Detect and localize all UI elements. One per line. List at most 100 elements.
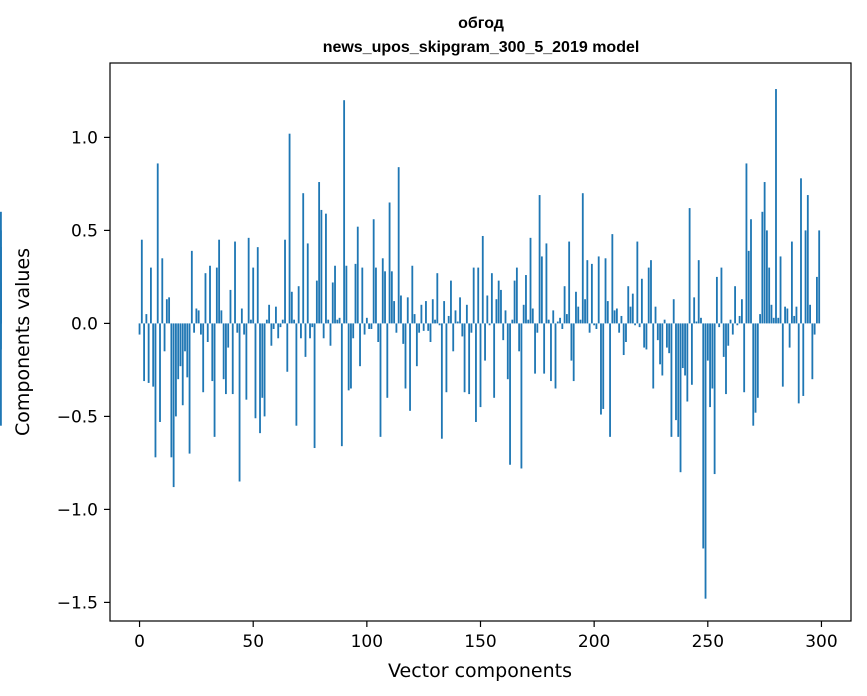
bar-49 <box>250 319 252 324</box>
bar-210 <box>615 308 618 324</box>
bar-299 <box>818 230 821 324</box>
bar-120 <box>411 265 414 324</box>
bar-4 <box>147 323 150 383</box>
bar-224 <box>647 267 650 324</box>
bar-207 <box>609 323 611 437</box>
bar-292 <box>802 323 805 396</box>
bar-6 <box>152 323 155 387</box>
bar-54 <box>261 323 264 398</box>
bar-148 <box>475 323 477 422</box>
bar-78 <box>315 280 318 324</box>
bar-277 <box>768 267 771 324</box>
bar-175 <box>536 323 539 333</box>
bar-170 <box>525 275 527 324</box>
bar-225 <box>650 260 652 324</box>
bar-167 <box>518 323 521 352</box>
bar-194 <box>579 319 582 324</box>
bar-158 <box>497 280 500 324</box>
bar-270 <box>752 323 755 426</box>
bar-205 <box>604 258 607 324</box>
bar-203 <box>600 323 602 415</box>
bar-216 <box>629 306 632 324</box>
bar-106 <box>379 323 382 437</box>
bar-214 <box>625 323 627 342</box>
bar-41 <box>231 323 234 395</box>
bar-206 <box>606 301 609 324</box>
y-tick-label: 1.0 <box>71 128 98 148</box>
bar-204 <box>602 323 605 409</box>
bar-18 <box>179 323 182 367</box>
bar-105 <box>377 323 380 342</box>
bar-1 <box>140 239 143 324</box>
bar-109 <box>386 323 389 398</box>
bar-25 <box>195 308 198 324</box>
bar-184 <box>556 321 559 324</box>
bar-293 <box>804 230 807 324</box>
bar-149 <box>477 267 480 324</box>
bar-126 <box>425 301 427 324</box>
bar-226 <box>652 323 655 389</box>
bar-246 <box>697 260 700 324</box>
bar-156 <box>493 323 496 398</box>
bar-73 <box>304 323 307 357</box>
bar-191 <box>572 323 575 382</box>
bar-30 <box>206 323 209 342</box>
bar-44 <box>238 323 241 482</box>
bar-173 <box>531 308 534 324</box>
bar-159 <box>500 289 502 324</box>
bar-183 <box>554 323 557 389</box>
bar-186 <box>561 323 564 329</box>
chart-title-line-1: обгод <box>458 15 504 32</box>
bar-121 <box>413 314 416 324</box>
bar-114 <box>397 167 400 324</box>
bar-284 <box>784 306 786 324</box>
bar-192 <box>575 291 577 324</box>
bar-197 <box>586 260 589 324</box>
bar-165 <box>513 280 516 324</box>
bar-123 <box>418 323 421 333</box>
bar-171 <box>527 319 530 324</box>
bar-234 <box>670 323 673 437</box>
bar-23 <box>190 250 193 324</box>
bar-146 <box>470 323 473 333</box>
bar-26 <box>197 310 200 324</box>
bar-46 <box>243 323 246 335</box>
bar-248 <box>702 323 705 549</box>
bar-67 <box>290 291 293 324</box>
bar-251 <box>709 323 711 408</box>
bar-39 <box>227 323 230 348</box>
bar-89 <box>340 323 343 447</box>
bar-84 <box>329 323 332 346</box>
bar-233 <box>668 323 671 354</box>
x-tick-label: 150 <box>464 632 496 652</box>
bar-88 <box>338 317 341 324</box>
x-tick-label: 50 <box>242 632 264 652</box>
bar-113 <box>395 323 398 333</box>
bar-154 <box>488 323 491 326</box>
bar-240 <box>684 323 686 376</box>
bar-289 <box>795 306 798 324</box>
bar-111 <box>390 271 393 324</box>
bar-21 <box>186 323 189 378</box>
bar-161 <box>504 310 507 324</box>
bar-147 <box>472 267 475 324</box>
bar-135 <box>445 323 448 393</box>
x-axis-ticks: 0 50 100 150 200 250 300 <box>134 621 838 652</box>
bar-16 <box>175 323 177 417</box>
bar-136 <box>447 315 450 324</box>
bar-0 <box>138 323 141 335</box>
bar-280 <box>775 89 777 324</box>
bar-127 <box>427 323 430 331</box>
bar-256 <box>720 267 723 324</box>
bar-215 <box>627 286 630 324</box>
bar-294 <box>806 195 809 324</box>
bar-189 <box>568 241 571 324</box>
bar-125 <box>422 323 425 331</box>
bar-142 <box>461 323 464 337</box>
bar-33 <box>213 323 216 437</box>
bar-261 <box>731 323 734 335</box>
bar-222 <box>643 323 646 348</box>
bar-76 <box>311 323 314 328</box>
bar-12 <box>165 299 168 324</box>
